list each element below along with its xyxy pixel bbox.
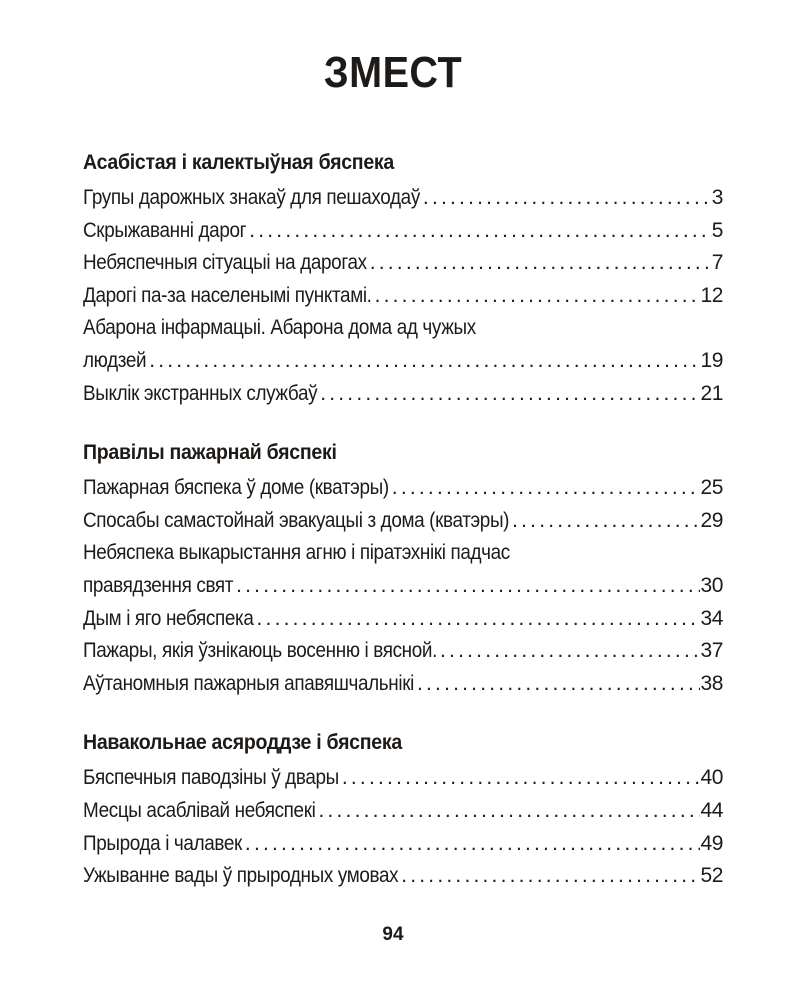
dot-leader [367,247,712,280]
entry-page-number: 12 [700,283,723,307]
table-of-contents: Асабістая і калектыўная бяспека Групы дар… [83,146,723,919]
entry-title: Месцы асаблівай небяспекі [83,798,316,822]
entry-title: Небяспека выкарыстання агню і піратэхнік… [83,541,510,565]
entry-page-number: 21 [700,381,723,405]
dot-leader [414,668,700,701]
entry-page-number: 37 [700,639,723,663]
page-number: 94 [382,924,404,945]
entry-page-number: 29 [700,508,723,532]
toc-entry[interactable]: Пажарная бяспека ў доме (кватэры) 25 [83,472,723,505]
entry-title: Прырода і чалавек [83,831,242,855]
section-heading: Правілы пажарнай бяспекі [83,441,337,465]
entry-title: Скрыжаванні дарог [83,218,247,242]
entry-title: Небяспечныя сітуацыі на дарогах [83,251,367,275]
dot-leader [509,505,700,538]
entry-title: Пажары, якія ўзнікаюць восенню і вясной. [83,639,438,663]
entry-title: людзей [83,348,147,372]
dot-leader [146,345,700,378]
dot-leader [317,378,700,411]
dot-leader [398,860,700,893]
toc-entry[interactable]: Бяспечныя паводзіны ў двары 40 [83,762,723,795]
toc-entry[interactable]: Дым і яго небяспека 34 [83,603,723,636]
entry-page-number: 34 [700,606,723,630]
section-heading: Асабістая і калектыўная бяспека [83,151,394,174]
toc-entry[interactable]: Ужыванне вады ў прыродных умовах 52 [83,860,723,893]
toc-entry[interactable]: Дарогі па-за населенымі пунктамі. 12 [83,280,723,313]
toc-entry[interactable]: Прырода і чалавек 49 [83,828,723,861]
toc-entry[interactable]: Пажары, якія ўзнікаюць восенню і вясной.… [83,635,723,668]
entry-page-number: 25 [700,476,723,500]
entry-title: Ужыванне вады ў прыродных умовах [83,864,399,888]
dot-leader [437,635,700,668]
page-title: ЗМЕСТ [323,48,463,97]
toc-entry[interactable]: Спосабы самастойнай эвакуацыі з дома (кв… [83,505,723,538]
toc-entry[interactable]: Месцы асаблівай небяспекі 44 [83,795,723,828]
dot-leader [254,603,701,636]
toc-entry[interactable]: Групы дарожных знакаў для пешаходаў 3 [83,182,723,215]
entry-page-number: 3 [711,186,724,209]
entry-title: Бяспечныя паводзіны ў двары [83,766,339,790]
dot-leader [246,215,712,248]
entry-page-number: 19 [700,348,723,372]
dot-leader [339,762,701,795]
entry-title: Аўтаномныя пажарныя апавяшчальнікі [83,671,414,695]
toc-entry[interactable]: Выклік экстранных службаў 21 [83,378,723,411]
dot-leader [389,472,701,505]
entry-title: правядзення свят [83,573,234,597]
entry-title: Спосабы самастойнай эвакуацыі з дома (кв… [83,508,510,532]
toc-section: Навакольнае асяроддзе і бяспека Бяспечныя… [83,726,723,892]
entry-page-number: 5 [711,218,724,242]
dot-leader [372,280,701,313]
toc-section: Асабістая і калектыўная бяспека Групы дар… [83,146,723,410]
entry-title: Пажарная бяспека ў доме (кватэры) [83,476,389,500]
dot-leader [233,570,700,603]
entry-title: Групы дарожных знакаў для пешаходаў [83,186,420,209]
entry-page-number: 7 [711,251,724,275]
entry-page-number: 49 [700,831,723,855]
toc-entry[interactable]: Небяспечныя сітуацыі на дарогах 7 [83,247,723,280]
entry-page-number: 38 [700,671,723,695]
entry-page-number: 44 [700,798,723,822]
toc-entry[interactable]: Аўтаномныя пажарныя апавяшчальнікі 38 [83,668,723,701]
dot-leader [420,182,712,215]
entry-title: Абарона інфармацыі. Абарона дома ад чужы… [83,316,476,340]
entry-page-number: 30 [700,573,723,597]
entry-title: Дым і яго небяспека [83,606,254,630]
toc-entry[interactable]: Абарона інфармацыі. Абарона дома ад чужы… [83,312,723,377]
dot-leader [315,795,700,828]
toc-entry[interactable]: Скрыжаванні дарог 5 [83,215,723,248]
entry-page-number: 40 [700,766,723,790]
dot-leader [242,828,701,861]
toc-entry[interactable]: Небяспека выкарыстання агню і піратэхнік… [83,537,723,602]
entry-title: Выклік экстранных службаў [83,381,318,405]
entry-title: Дарогі па-за населенымі пунктамі. [83,283,372,307]
entry-page-number: 52 [700,864,723,888]
toc-section: Правілы пажарнай бяспекі Пажарная бяспека… [83,436,723,700]
section-heading: Навакольнае асяроддзе і бяспека [83,731,402,755]
